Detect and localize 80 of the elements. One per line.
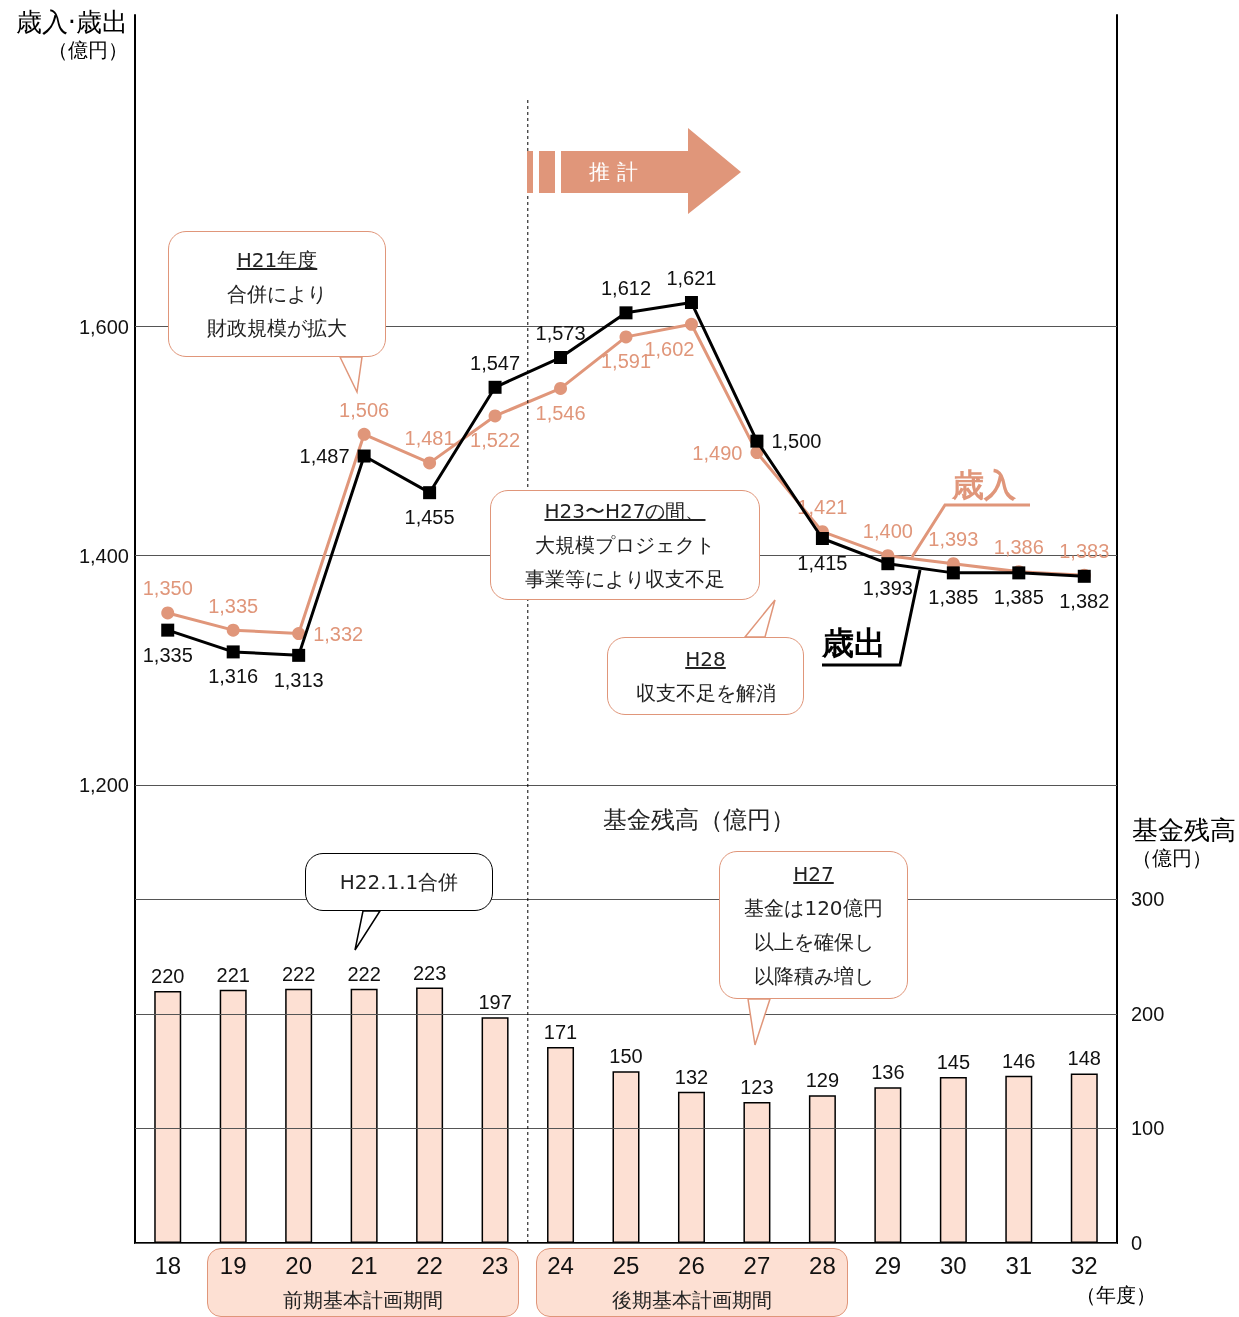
- speech-bubble: H22.1.1合併: [305, 853, 493, 911]
- data-label: 171: [543, 1021, 578, 1044]
- annotation: H21年度合併により財政規模が拡大: [207, 247, 347, 342]
- data-label: 1,332: [313, 622, 364, 645]
- x-tick-label: 28: [809, 1251, 836, 1279]
- data-label: 132: [674, 1065, 709, 1088]
- data-label: 1,500: [771, 430, 822, 453]
- y-tick-label: 1,600: [78, 315, 129, 338]
- x-tick-label: 22: [416, 1251, 443, 1279]
- x-tick-label: 20: [285, 1251, 313, 1279]
- y2-tick-label: 0: [1131, 1232, 1143, 1254]
- data-label: 1,506: [339, 398, 390, 421]
- y-axis-title: 歳入·歳出（億円）: [15, 7, 128, 64]
- annotation: H23〜H27の間、大規模プロジェクト事業等により収支不足: [525, 498, 725, 593]
- x-tick-label: 18: [154, 1251, 182, 1279]
- data-label: 145: [936, 1050, 971, 1073]
- annotation: 推 計: [589, 159, 638, 186]
- data-label: 197: [478, 991, 512, 1014]
- x-tick-label: 31: [1005, 1251, 1033, 1279]
- speech-bubble: H23〜H27の間、大規模プロジェクト事業等により収支不足: [490, 490, 760, 600]
- annotation: H28収支不足を解消: [635, 646, 776, 707]
- data-label: 1,455: [404, 506, 455, 529]
- y2-tick-label: 200: [1131, 1002, 1165, 1025]
- y-tick-label: 1,200: [78, 773, 129, 796]
- x-tick-label: 19: [219, 1251, 247, 1279]
- data-label: 1,415: [797, 552, 848, 574]
- data-label: 1,573: [535, 322, 586, 345]
- speech-bubble: H28収支不足を解消: [607, 637, 804, 715]
- data-label: 1,546: [535, 401, 586, 424]
- data-label: 1,490: [692, 441, 743, 464]
- x-tick-label: 32: [1070, 1251, 1098, 1279]
- y2-tick-label: 300: [1131, 888, 1165, 911]
- data-label: 222: [281, 962, 316, 985]
- data-label: 136: [871, 1061, 905, 1084]
- y-tick-label: 1,400: [78, 544, 129, 567]
- data-label: 221: [216, 963, 250, 986]
- y2-tick-label: 100: [1131, 1117, 1165, 1140]
- x-tick-label: 29: [874, 1251, 902, 1279]
- data-label: 1,393: [928, 528, 979, 551]
- data-label: 1,335: [142, 643, 193, 666]
- x-tick-label: 25: [612, 1251, 640, 1279]
- annotation: H27基金は120億円以上を確保し以降積み増し: [744, 861, 883, 990]
- data-label: 148: [1067, 1047, 1101, 1070]
- data-label: 1,522: [470, 429, 521, 452]
- series-label: 歳出: [822, 623, 886, 664]
- data-label: 129: [805, 1069, 840, 1092]
- y2-axis-title: 基金残高（億円）: [1132, 815, 1236, 872]
- x-tick-label: 27: [743, 1251, 771, 1279]
- series-label: 歳入: [952, 465, 1016, 506]
- speech-bubble: H27基金は120億円以上を確保し以降積み増し: [719, 851, 908, 999]
- data-label: 123: [740, 1076, 774, 1099]
- x-tick-label: 21: [350, 1251, 378, 1279]
- x-axis-title: （年度）: [1076, 1282, 1156, 1309]
- data-label: 1,313: [273, 668, 324, 691]
- data-label: 1,382: [1059, 589, 1110, 612]
- x-tick-label: 23: [481, 1251, 509, 1279]
- data-label: 1,393: [862, 577, 913, 600]
- data-label: 222: [347, 962, 381, 985]
- data-label: 146: [1002, 1049, 1036, 1072]
- data-label: 220: [151, 964, 185, 987]
- data-label: 150: [609, 1045, 643, 1068]
- data-label: 1,350: [142, 577, 193, 600]
- annotation: H22.1.1合併: [339, 869, 459, 896]
- data-label: 1,400: [862, 520, 913, 543]
- data-label: 1,612: [600, 277, 652, 300]
- x-tick-label: 24: [547, 1251, 574, 1279]
- data-label: 223: [412, 961, 447, 984]
- data-label: 1,481: [404, 427, 455, 450]
- data-label: 1,385: [993, 586, 1044, 609]
- data-label: 1,316: [208, 665, 259, 688]
- data-label: 1,385: [928, 586, 979, 609]
- data-label: 1,335: [208, 594, 259, 617]
- data-label: 1,621: [666, 267, 717, 290]
- data-label: 1,487: [299, 445, 350, 468]
- x-tick-label: 26: [678, 1251, 705, 1279]
- x-tick-label: 30: [939, 1251, 967, 1279]
- data-label: 1,547: [470, 351, 521, 374]
- data-label: 1,386: [993, 536, 1044, 559]
- annotation: 基金残高（億円）: [603, 805, 795, 836]
- speech-bubble: H21年度合併により財政規模が拡大: [168, 231, 386, 357]
